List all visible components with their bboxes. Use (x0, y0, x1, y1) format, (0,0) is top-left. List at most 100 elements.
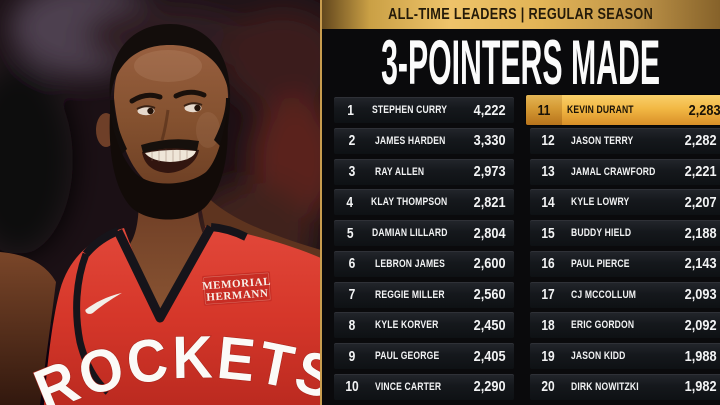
rank-label: 16 (541, 255, 555, 273)
leaderboard-left-column: 1 STEPHEN CURRY 4,222 2 JAMES HARDEN 3,3… (334, 97, 514, 400)
rank-label: 17 (541, 286, 555, 304)
player-value: 1,988 (684, 347, 717, 365)
header-bar: ALL-TIME LEADERS | REGULAR SEASON (322, 0, 720, 29)
leaderboard-columns: 1 STEPHEN CURRY 4,222 2 JAMES HARDEN 3,3… (334, 95, 720, 400)
player-name: JAMES HARDEN (375, 134, 446, 147)
player-value: 2,282 (684, 132, 717, 150)
player-name: LEBRON JAMES (375, 257, 446, 270)
sponsor-patch: MEMORIAL HERMANN (202, 271, 272, 306)
player-value: 3,330 (474, 132, 506, 150)
table-row: 4 KLAY THOMPSON 2,821 (334, 189, 514, 216)
table-row: 5 DAMIAN LILLARD 2,804 (334, 220, 514, 247)
leaderboard-panel: ALL-TIME LEADERS | REGULAR SEASON 3-POIN… (320, 0, 720, 405)
eyebrow (129, 92, 163, 104)
eyebrow (173, 89, 207, 99)
table-row: 19 JASON KIDD 1,988 (530, 343, 720, 370)
rank-label: 4 (346, 193, 354, 211)
rank-label: 9 (348, 347, 356, 365)
table-row: 10 VINCE CARTER 2,290 (334, 373, 514, 400)
table-row: 14 KYLE LOWRY 2,207 (530, 189, 720, 216)
player-name: DIRK NOWITZKI (571, 380, 639, 393)
player-name: STEPHEN CURRY (372, 104, 448, 116)
player-value: 2,560 (474, 286, 506, 304)
smile (142, 148, 199, 173)
player-name: PAUL PIERCE (571, 257, 630, 270)
player-name: DAMIAN LILLARD (371, 227, 448, 240)
rank-label: 18 (541, 316, 555, 334)
mustache (141, 139, 199, 153)
player-name: REGGIE MILLER (375, 288, 445, 301)
player-name: KLAY THOMPSON (370, 196, 447, 209)
vneck-trim (113, 224, 215, 323)
player-value: 2,092 (684, 316, 717, 334)
player-value: 2,143 (684, 255, 717, 273)
player-photo: MEMORIAL HERMANN ROCKETS (0, 0, 321, 405)
rank-label: 1 (347, 101, 354, 119)
player-value: 2,221 (684, 163, 717, 181)
patch-text-line1: MEMORIAL (202, 276, 272, 293)
player-name: JAMAL CRAWFORD (571, 165, 656, 178)
player-name: KYLE LOWRY (571, 196, 630, 209)
head (96, 24, 231, 220)
rank-label: 5 (346, 224, 354, 242)
title-wrap: 3-POINTERS MADE (322, 29, 720, 97)
rank-label: 7 (348, 286, 356, 304)
player-value: 2,821 (474, 193, 506, 211)
arm (0, 252, 56, 405)
table-row: 8 KYLE KORVER 2,450 (334, 312, 514, 339)
player-value: 2,093 (684, 286, 717, 304)
leaderboard-right-column: 11 KEVIN DURANT 2,283 12 JASON TERRY 2,2… (526, 95, 720, 400)
rank-label: 3 (348, 163, 356, 181)
table-row: 3 RAY ALLEN 2,973 (334, 158, 514, 185)
face (114, 36, 228, 190)
rank-label: 6 (348, 255, 356, 273)
shoulder (196, 182, 321, 258)
rank-label: 2 (348, 132, 356, 150)
table-row-highlighted: 11 KEVIN DURANT 2,283 (526, 95, 720, 125)
table-row: 9 PAUL GEORGE 2,405 (334, 343, 514, 370)
player-name: RAY ALLEN (375, 165, 425, 178)
player-name: CJ MCCOLLUM (571, 288, 637, 301)
table-row: 13 JAMAL CRAWFORD 2,221 (530, 158, 720, 185)
rank-label: 15 (541, 224, 555, 242)
player-value: 1,982 (684, 378, 717, 396)
rank-label: 11 (537, 101, 551, 119)
player-name: KEVIN DURANT (567, 104, 634, 116)
player-value: 2,188 (684, 224, 717, 242)
beard (109, 112, 228, 220)
player-value: 2,600 (474, 255, 506, 273)
forehead-shine (134, 50, 202, 82)
player-value: 4,222 (474, 101, 506, 119)
player-name: ERIC GORDON (571, 319, 635, 332)
header-label: ALL-TIME LEADERS | REGULAR SEASON (388, 5, 654, 23)
eyes (136, 102, 203, 116)
jersey (44, 226, 321, 405)
player-value: 2,973 (474, 163, 506, 181)
table-row: 6 LEBRON JAMES 2,600 (334, 250, 514, 277)
table-row: 12 JASON TERRY 2,282 (530, 127, 720, 154)
table-row: 17 CJ MCCOLLUM 2,093 (530, 281, 720, 308)
player-value: 2,290 (474, 378, 506, 396)
right-shoulder-trim (210, 223, 248, 241)
player-value: 2,405 (474, 347, 506, 365)
player-figure: MEMORIAL HERMANN ROCKETS (0, 24, 321, 405)
player-name: VINCE CARTER (375, 380, 442, 393)
nose (160, 109, 170, 141)
table-row: 16 PAUL PIERCE 2,143 (530, 250, 720, 277)
player-name: PAUL GEORGE (375, 350, 440, 363)
rank-label: 13 (541, 163, 555, 181)
player-name: JASON TERRY (571, 134, 634, 147)
table-row: 2 JAMES HARDEN 3,330 (334, 127, 514, 154)
rank-label: 20 (541, 378, 555, 396)
rank-label: 19 (541, 347, 555, 365)
table-row: 7 REGGIE MILLER 2,560 (334, 281, 514, 308)
rank-label: 8 (348, 316, 356, 334)
rank-label: 12 (541, 132, 555, 150)
nike-swoosh-icon (85, 292, 122, 314)
armhole-trim (73, 252, 111, 395)
player-value: 2,450 (474, 316, 506, 334)
table-row: 15 BUDDY HIELD 2,188 (530, 220, 720, 247)
rank-label: 14 (541, 193, 555, 211)
hair (109, 24, 231, 100)
